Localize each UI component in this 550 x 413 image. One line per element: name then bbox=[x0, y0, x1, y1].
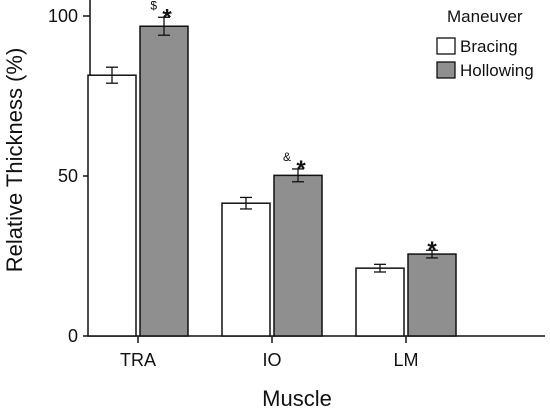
x-tick-label: IO bbox=[262, 350, 281, 370]
bar-bracing-lm bbox=[355, 267, 405, 337]
y-tick-label: 0 bbox=[68, 326, 78, 346]
x-tick-label: LM bbox=[393, 350, 418, 370]
y-axis-label: Relative Thickness (%) bbox=[2, 48, 27, 273]
significance-small-marker: $ bbox=[150, 0, 157, 12]
legend-title: Maneuver bbox=[447, 7, 523, 26]
significance-markers: $ *& ** bbox=[150, 0, 437, 264]
y-tick-label: 50 bbox=[58, 166, 78, 186]
x-axis-label: Muscle bbox=[262, 386, 332, 411]
bar-hollowing-lm bbox=[407, 253, 457, 337]
bar-bracing-tra bbox=[87, 74, 137, 337]
bar-bracing-io bbox=[221, 202, 271, 337]
legend-label-bracing: Bracing bbox=[460, 37, 518, 56]
bar-hollowing-io bbox=[273, 174, 323, 337]
y-tick-label: 100 bbox=[48, 6, 78, 26]
bar-hollowing-tra bbox=[139, 25, 189, 337]
significance-asterisk: * bbox=[162, 4, 172, 31]
legend: Maneuver Bracing Hollowing bbox=[436, 7, 534, 80]
significance-asterisk: * bbox=[296, 156, 306, 183]
x-tick-label: TRA bbox=[120, 350, 156, 370]
legend-swatch-hollowing bbox=[436, 61, 456, 79]
significance-small-marker: & bbox=[283, 150, 291, 164]
error-bars bbox=[106, 16, 438, 273]
legend-swatch-bracing bbox=[436, 37, 456, 55]
legend-label-hollowing: Hollowing bbox=[460, 61, 534, 80]
bars bbox=[87, 25, 457, 337]
significance-asterisk: * bbox=[427, 237, 437, 264]
